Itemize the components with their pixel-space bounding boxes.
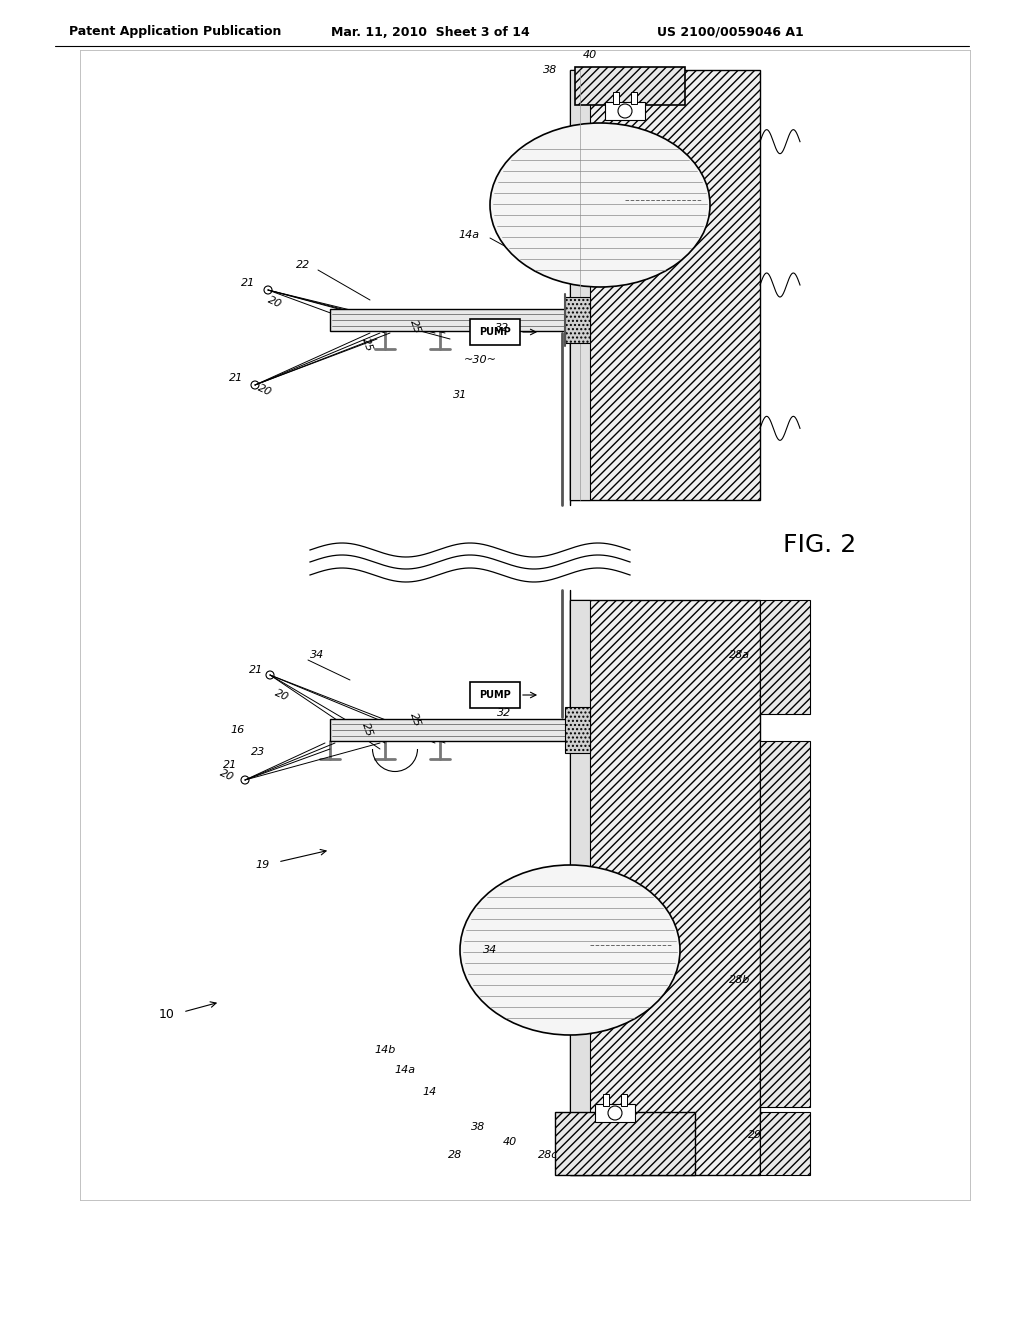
- Text: ~30~: ~30~: [464, 355, 497, 366]
- Text: 28a: 28a: [729, 649, 751, 660]
- Bar: [603, 1094, 609, 1106]
- Text: 20: 20: [266, 294, 283, 310]
- Text: 38: 38: [543, 65, 557, 75]
- Bar: [613, 92, 618, 104]
- Text: 14a: 14a: [459, 230, 480, 240]
- Bar: [470, 319, 520, 345]
- Text: 21: 21: [223, 760, 237, 770]
- Text: 38: 38: [471, 1122, 485, 1133]
- Bar: [760, 1111, 810, 1175]
- Text: 32: 32: [495, 323, 509, 333]
- Bar: [570, 70, 760, 500]
- Text: 28c: 28c: [538, 1150, 558, 1160]
- Bar: [470, 682, 520, 708]
- Ellipse shape: [460, 865, 680, 1035]
- Text: PUMP: PUMP: [479, 327, 511, 337]
- Bar: [760, 741, 810, 1107]
- Text: 25: 25: [359, 337, 374, 354]
- Text: 21: 21: [228, 374, 243, 383]
- Text: FIG. 2: FIG. 2: [783, 533, 857, 557]
- Text: 21: 21: [249, 665, 263, 675]
- Text: 20: 20: [256, 383, 273, 397]
- Bar: [605, 102, 645, 120]
- Bar: [621, 1094, 627, 1106]
- Ellipse shape: [490, 123, 710, 286]
- Text: 28: 28: [447, 1150, 462, 1160]
- Text: 28b: 28b: [729, 975, 751, 985]
- Text: 25: 25: [408, 318, 422, 335]
- Text: 34: 34: [310, 649, 325, 660]
- Bar: [570, 601, 760, 1175]
- Bar: [575, 67, 685, 106]
- Bar: [631, 92, 637, 104]
- Text: 40: 40: [583, 50, 597, 59]
- Bar: [565, 1119, 675, 1158]
- Text: 14a: 14a: [394, 1065, 416, 1074]
- Text: 20: 20: [218, 767, 234, 783]
- Bar: [760, 601, 810, 714]
- Text: 14b: 14b: [375, 1045, 395, 1055]
- Text: 29: 29: [748, 1130, 762, 1140]
- Text: 22: 22: [296, 260, 310, 271]
- Text: 21: 21: [241, 279, 255, 288]
- Text: 34: 34: [483, 945, 497, 954]
- Text: Patent Application Publication: Patent Application Publication: [69, 25, 282, 38]
- Text: 25: 25: [408, 711, 422, 729]
- Text: 31: 31: [453, 389, 467, 400]
- Text: 25: 25: [359, 722, 374, 738]
- Text: US 2100/0059046 A1: US 2100/0059046 A1: [656, 25, 804, 38]
- Text: 40: 40: [503, 1137, 517, 1147]
- Bar: [595, 1104, 635, 1122]
- Text: Mar. 11, 2010  Sheet 3 of 14: Mar. 11, 2010 Sheet 3 of 14: [331, 25, 529, 38]
- Bar: [555, 1111, 695, 1175]
- Text: 14: 14: [423, 1086, 437, 1097]
- Text: 23: 23: [251, 747, 265, 756]
- Text: 32: 32: [497, 708, 511, 718]
- Text: 10: 10: [159, 1008, 175, 1022]
- Bar: [565, 297, 590, 343]
- Text: 19: 19: [256, 861, 270, 870]
- Bar: [570, 70, 590, 500]
- Text: 16: 16: [230, 725, 245, 735]
- Text: PUMP: PUMP: [479, 690, 511, 700]
- Bar: [565, 708, 590, 752]
- Bar: [330, 719, 570, 741]
- Text: 20: 20: [272, 688, 290, 702]
- Bar: [330, 309, 570, 331]
- Bar: [570, 601, 590, 1175]
